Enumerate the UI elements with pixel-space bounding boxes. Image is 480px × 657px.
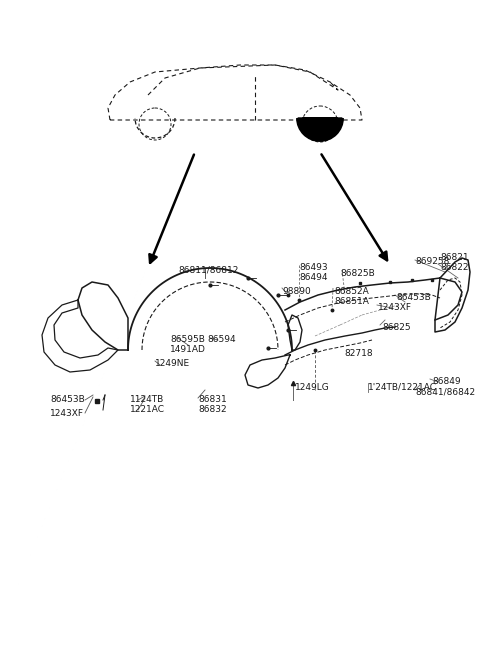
Text: 86821: 86821 (440, 254, 468, 263)
Text: 86822: 86822 (440, 263, 468, 273)
Text: 869258: 869258 (415, 258, 449, 267)
Text: 86595B: 86595B (170, 336, 205, 344)
Text: 1249LG: 1249LG (295, 382, 330, 392)
Text: 1221AC: 1221AC (130, 405, 165, 415)
Text: 86494: 86494 (299, 273, 327, 283)
Text: 86841/86842: 86841/86842 (415, 388, 475, 397)
Text: 1'24TB/1221AC: 1'24TB/1221AC (368, 382, 437, 392)
Text: 1249NE: 1249NE (155, 359, 190, 367)
Text: 1124TB: 1124TB (130, 396, 164, 405)
Polygon shape (298, 118, 342, 140)
Text: 86493: 86493 (299, 263, 328, 273)
Text: 86825B: 86825B (340, 269, 375, 277)
Text: 86851A: 86851A (334, 296, 369, 306)
Text: 1491AD: 1491AD (170, 346, 206, 355)
Text: 86831: 86831 (198, 396, 227, 405)
Text: 86453B: 86453B (50, 396, 85, 405)
Text: 86849: 86849 (432, 376, 461, 386)
Text: 86453B: 86453B (396, 294, 431, 302)
Text: 86832: 86832 (198, 405, 227, 415)
Text: 98890: 98890 (282, 286, 311, 296)
Text: 1243XF: 1243XF (378, 304, 412, 313)
Text: 86825: 86825 (382, 323, 410, 332)
Text: 82718: 82718 (344, 348, 372, 357)
Text: 86811/86812: 86811/86812 (178, 265, 239, 275)
Text: 86852A: 86852A (334, 286, 369, 296)
Text: 1243XF: 1243XF (50, 409, 84, 417)
Text: 86594: 86594 (207, 336, 236, 344)
